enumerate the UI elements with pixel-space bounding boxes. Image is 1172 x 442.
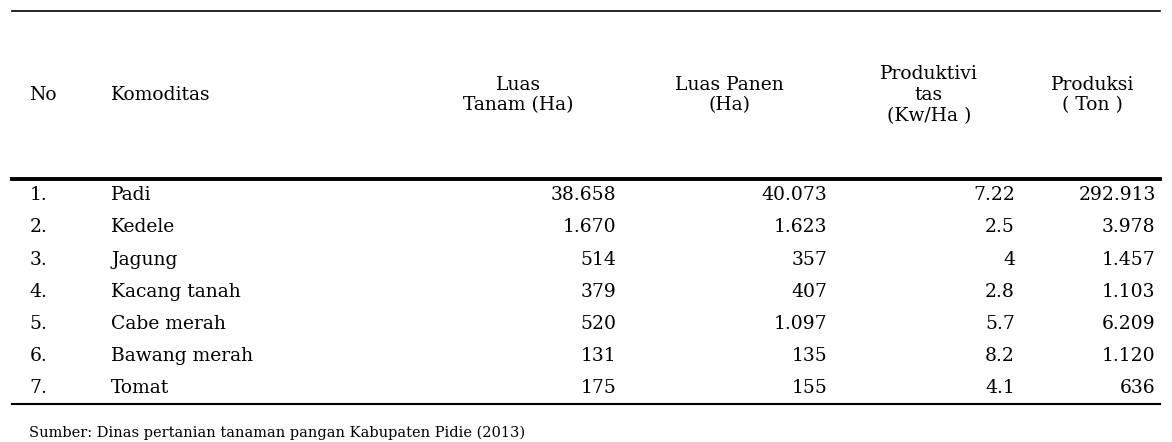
Text: Kedele: Kedele: [111, 218, 176, 236]
Text: 3.978: 3.978: [1102, 218, 1156, 236]
Text: 135: 135: [791, 347, 827, 365]
Text: No: No: [29, 86, 57, 104]
Text: 1.103: 1.103: [1102, 283, 1156, 301]
Text: Produktivi
tas
(Kw/Ha ): Produktivi tas (Kw/Ha ): [880, 65, 977, 125]
Text: 1.623: 1.623: [774, 218, 827, 236]
Text: 1.: 1.: [29, 186, 47, 204]
Text: 1.120: 1.120: [1102, 347, 1156, 365]
Text: 6.209: 6.209: [1102, 315, 1156, 333]
Text: 2.: 2.: [29, 218, 47, 236]
Text: Bawang merah: Bawang merah: [111, 347, 253, 365]
Text: 131: 131: [581, 347, 616, 365]
Text: Luas Panen
(Ha): Luas Panen (Ha): [675, 76, 784, 114]
Text: 292.913: 292.913: [1078, 186, 1156, 204]
Text: Jagung: Jagung: [111, 251, 178, 269]
Text: Kacang tanah: Kacang tanah: [111, 283, 241, 301]
Text: Produksi
( Ton ): Produksi ( Ton ): [1051, 76, 1134, 114]
Text: Cabe merah: Cabe merah: [111, 315, 226, 333]
Text: 4.: 4.: [29, 283, 47, 301]
Text: 3.: 3.: [29, 251, 47, 269]
Text: 520: 520: [580, 315, 616, 333]
Text: 2.8: 2.8: [986, 283, 1015, 301]
Text: 4.1: 4.1: [986, 379, 1015, 397]
Text: Komoditas: Komoditas: [111, 86, 211, 104]
Text: 636: 636: [1120, 379, 1156, 397]
Text: 407: 407: [791, 283, 827, 301]
Text: Tomat: Tomat: [111, 379, 170, 397]
Text: 7.: 7.: [29, 379, 47, 397]
Text: 38.658: 38.658: [551, 186, 616, 204]
Text: 40.073: 40.073: [762, 186, 827, 204]
Text: 5.: 5.: [29, 315, 47, 333]
Text: 379: 379: [580, 283, 616, 301]
Text: 1.097: 1.097: [774, 315, 827, 333]
Text: 175: 175: [580, 379, 616, 397]
Text: 1.457: 1.457: [1102, 251, 1156, 269]
Text: 4: 4: [1003, 251, 1015, 269]
Text: 5.7: 5.7: [986, 315, 1015, 333]
Text: 357: 357: [791, 251, 827, 269]
Text: 1.670: 1.670: [563, 218, 616, 236]
Text: 2.5: 2.5: [986, 218, 1015, 236]
Text: 155: 155: [791, 379, 827, 397]
Text: 514: 514: [580, 251, 616, 269]
Text: Sumber: Dinas pertanian tanaman pangan Kabupaten Pidie (2013): Sumber: Dinas pertanian tanaman pangan K…: [29, 426, 525, 440]
Text: 6.: 6.: [29, 347, 47, 365]
Text: 8.2: 8.2: [986, 347, 1015, 365]
Text: Padi: Padi: [111, 186, 152, 204]
Text: 7.22: 7.22: [973, 186, 1015, 204]
Text: Luas
Tanam (Ha): Luas Tanam (Ha): [463, 76, 574, 114]
